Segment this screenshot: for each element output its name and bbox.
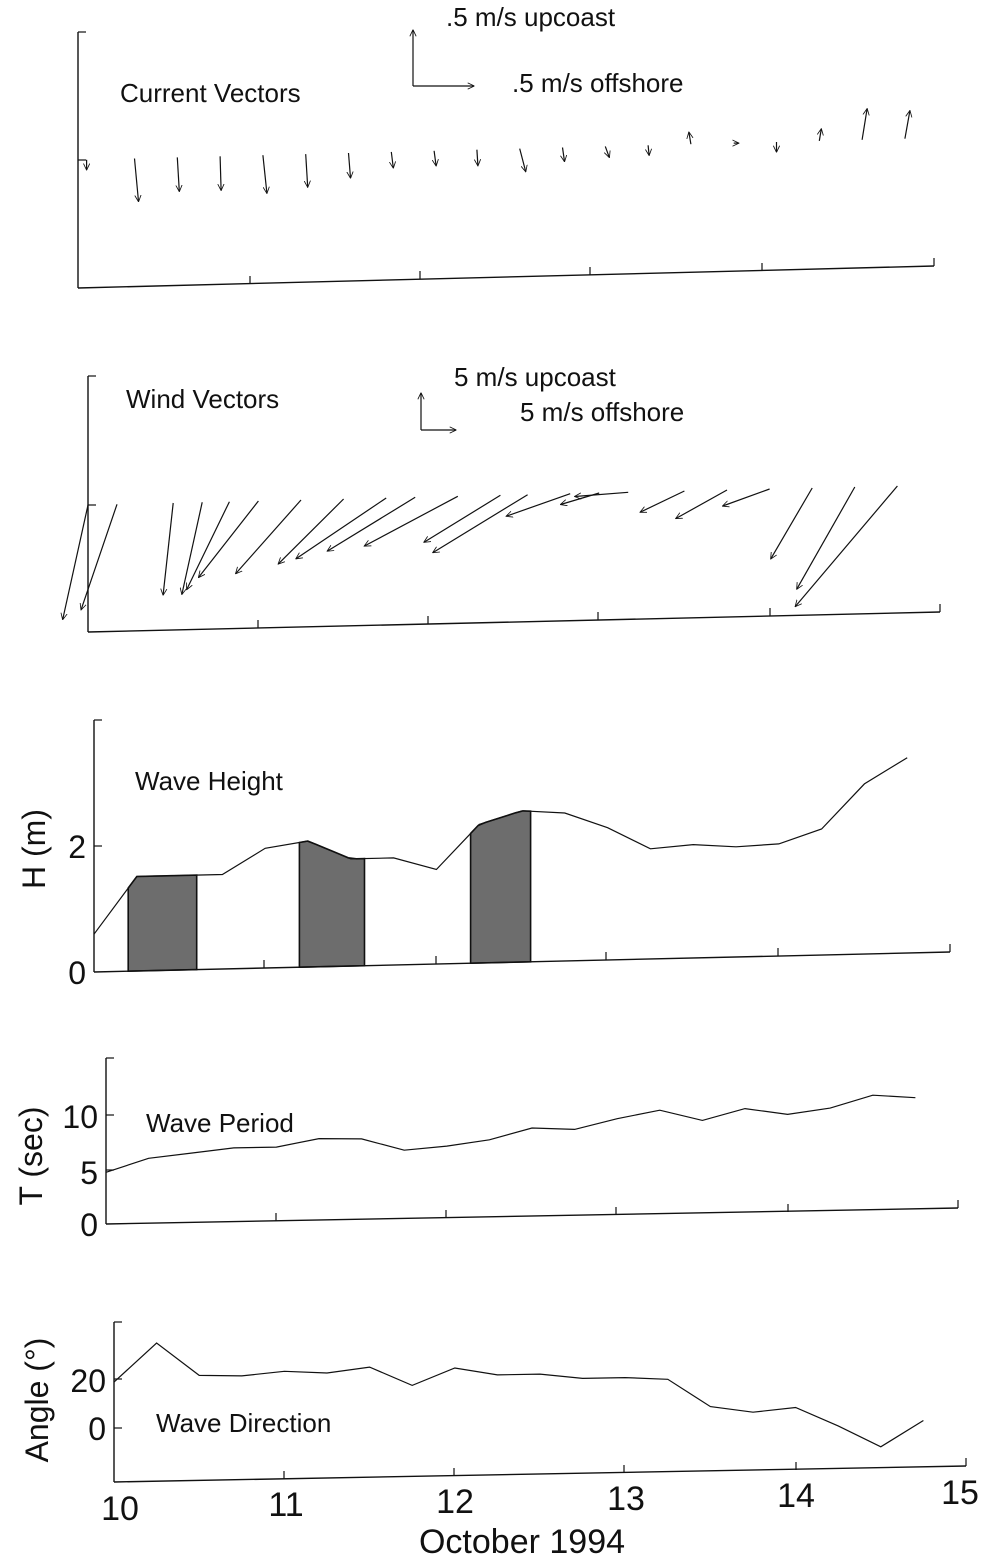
current-vector	[133, 158, 139, 202]
height-ytick-label: 0	[68, 955, 86, 991]
current-vector	[477, 149, 478, 166]
wind-vector	[640, 490, 685, 512]
x-tick-label: 14	[777, 1477, 815, 1515]
direction-ytick-label: 0	[88, 1411, 106, 1447]
wind-vector	[236, 499, 302, 574]
current-vector	[605, 146, 609, 157]
height-title: Wave Height	[135, 766, 284, 796]
current-vector	[648, 145, 649, 155]
wind-vector	[575, 491, 629, 496]
current-vectors	[87, 109, 910, 202]
current-title: Current Vectors	[120, 78, 301, 108]
wind-scale-arrows	[421, 393, 456, 430]
current-vector	[563, 147, 565, 162]
wind-vector	[433, 494, 528, 553]
height-shading	[127, 810, 532, 973]
wind-vector	[187, 501, 230, 590]
x-tick-label: 10	[101, 1490, 139, 1528]
wind-vectors	[63, 485, 898, 620]
direction-ytick-label: 20	[70, 1363, 106, 1399]
height-shaded-region	[298, 840, 366, 969]
x-axis-label: October 1994	[419, 1523, 625, 1561]
height-panel: 0 2 H (m) Wave Height	[16, 719, 951, 991]
wind-panel: Wind Vectors 5 m/s upcoast 5 m/s offshor…	[63, 362, 941, 633]
current-vector	[349, 152, 351, 178]
wind-axes	[87, 375, 941, 633]
current-vector	[904, 111, 910, 139]
period-panel: 0 5 10 T (sec) Wave Period	[13, 1057, 959, 1243]
current-vector	[434, 150, 436, 166]
period-title: Wave Period	[146, 1108, 294, 1138]
wind-vector	[199, 500, 259, 577]
wind-title: Wind Vectors	[126, 384, 279, 414]
direction-ylabel: Angle (°)	[19, 1338, 55, 1463]
wind-vector	[278, 498, 345, 564]
wind-vector	[163, 502, 174, 595]
current-scale-offshore-label: .5 m/s offshore	[512, 68, 684, 98]
period-ylabel: T (sec)	[13, 1107, 49, 1206]
wind-vector	[182, 502, 203, 594]
wind-vector	[676, 489, 728, 519]
height-ylabel: H (m)	[16, 809, 52, 889]
current-vector	[177, 157, 179, 191]
direction-panel: 0 20 Angle (°) Wave Direction	[19, 1321, 967, 1483]
wind-vector	[506, 493, 571, 517]
current-panel: Current Vectors .5 m/s upcoast .5 m/s of…	[77, 2, 935, 289]
height-shaded-region	[469, 810, 532, 965]
height-ytick-label: 2	[68, 829, 86, 865]
wind-vector	[327, 496, 416, 551]
period-ytick-label: 5	[80, 1155, 98, 1191]
wind-scale-offshore-label: 5 m/s offshore	[520, 397, 684, 427]
current-axes	[77, 31, 935, 289]
wind-vector	[364, 495, 459, 546]
direction-series-line	[113, 1342, 924, 1448]
wind-vector	[723, 488, 770, 506]
x-tick-label: 13	[607, 1480, 645, 1518]
wind-scale-upcoast-label: 5 m/s upcoast	[454, 362, 617, 392]
wind-vector	[797, 486, 856, 589]
wind-vector	[795, 485, 898, 607]
current-vector	[519, 148, 526, 172]
direction-axes	[113, 1321, 967, 1483]
period-axes	[105, 1057, 959, 1225]
current-vector	[689, 132, 691, 145]
height-shaded-region	[127, 874, 198, 973]
current-vector	[220, 156, 221, 190]
current-scale-arrows	[413, 30, 474, 86]
wind-vector	[424, 494, 501, 542]
height-axes	[93, 719, 951, 973]
period-ytick-label: 10	[62, 1099, 98, 1135]
period-series-line	[105, 1094, 916, 1173]
current-vector	[306, 154, 308, 187]
direction-title: Wave Direction	[156, 1408, 331, 1438]
x-tick-labels: 10 11 12 13 14 15	[101, 1474, 979, 1528]
current-vector	[391, 151, 393, 168]
current-vector	[819, 129, 821, 141]
current-vector	[861, 109, 867, 140]
wind-vector	[63, 504, 89, 620]
wind-vector	[81, 504, 118, 609]
x-tick-label: 11	[268, 1486, 303, 1524]
period-ytick-label: 0	[80, 1207, 98, 1243]
current-scale-upcoast-label: .5 m/s upcoast	[446, 2, 616, 32]
x-tick-label: 15	[941, 1474, 979, 1512]
current-vector	[262, 155, 267, 193]
x-tick-label: 12	[436, 1483, 474, 1521]
wind-vector	[771, 487, 813, 559]
height-series-line	[93, 757, 908, 935]
wind-vector	[296, 497, 387, 559]
